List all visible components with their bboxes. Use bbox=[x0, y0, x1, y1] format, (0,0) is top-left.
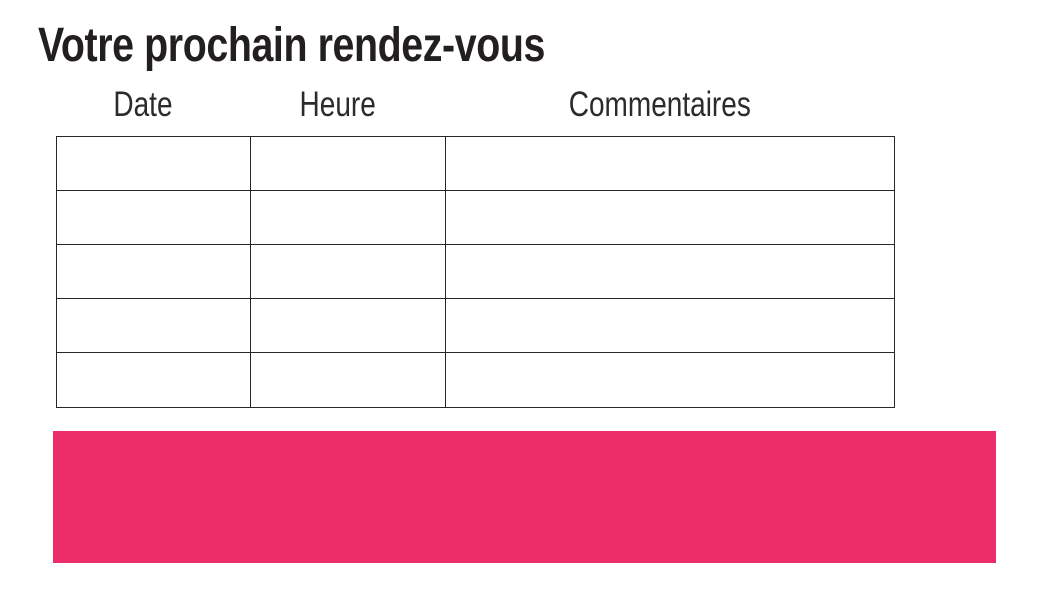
table-cell bbox=[57, 353, 251, 407]
table-cell bbox=[251, 299, 446, 353]
header-commentaires-label: Commentaires bbox=[568, 85, 752, 124]
table-cell bbox=[251, 137, 446, 191]
table-cell bbox=[446, 299, 894, 353]
table-cell bbox=[251, 245, 446, 299]
table-cell bbox=[57, 137, 251, 191]
table-cell bbox=[446, 137, 894, 191]
table-cell bbox=[57, 299, 251, 353]
appointments-table bbox=[56, 136, 895, 408]
header-heure: Heure bbox=[240, 87, 435, 122]
table-cell bbox=[251, 353, 446, 407]
page-title: Votre prochain rendez-vous bbox=[38, 19, 545, 72]
header-date: Date bbox=[46, 87, 240, 122]
table-cell bbox=[446, 353, 894, 407]
table-cell bbox=[57, 191, 251, 245]
table-cell bbox=[251, 191, 446, 245]
highlight-banner bbox=[53, 431, 996, 563]
table-cell bbox=[446, 245, 894, 299]
header-date-label: Date bbox=[113, 85, 173, 124]
table-header-row: Date Heure Commentaires bbox=[46, 87, 885, 122]
header-heure-label: Heure bbox=[299, 85, 376, 124]
header-commentaires: Commentaires bbox=[435, 87, 885, 122]
table-cell bbox=[57, 245, 251, 299]
table-cell bbox=[446, 191, 894, 245]
